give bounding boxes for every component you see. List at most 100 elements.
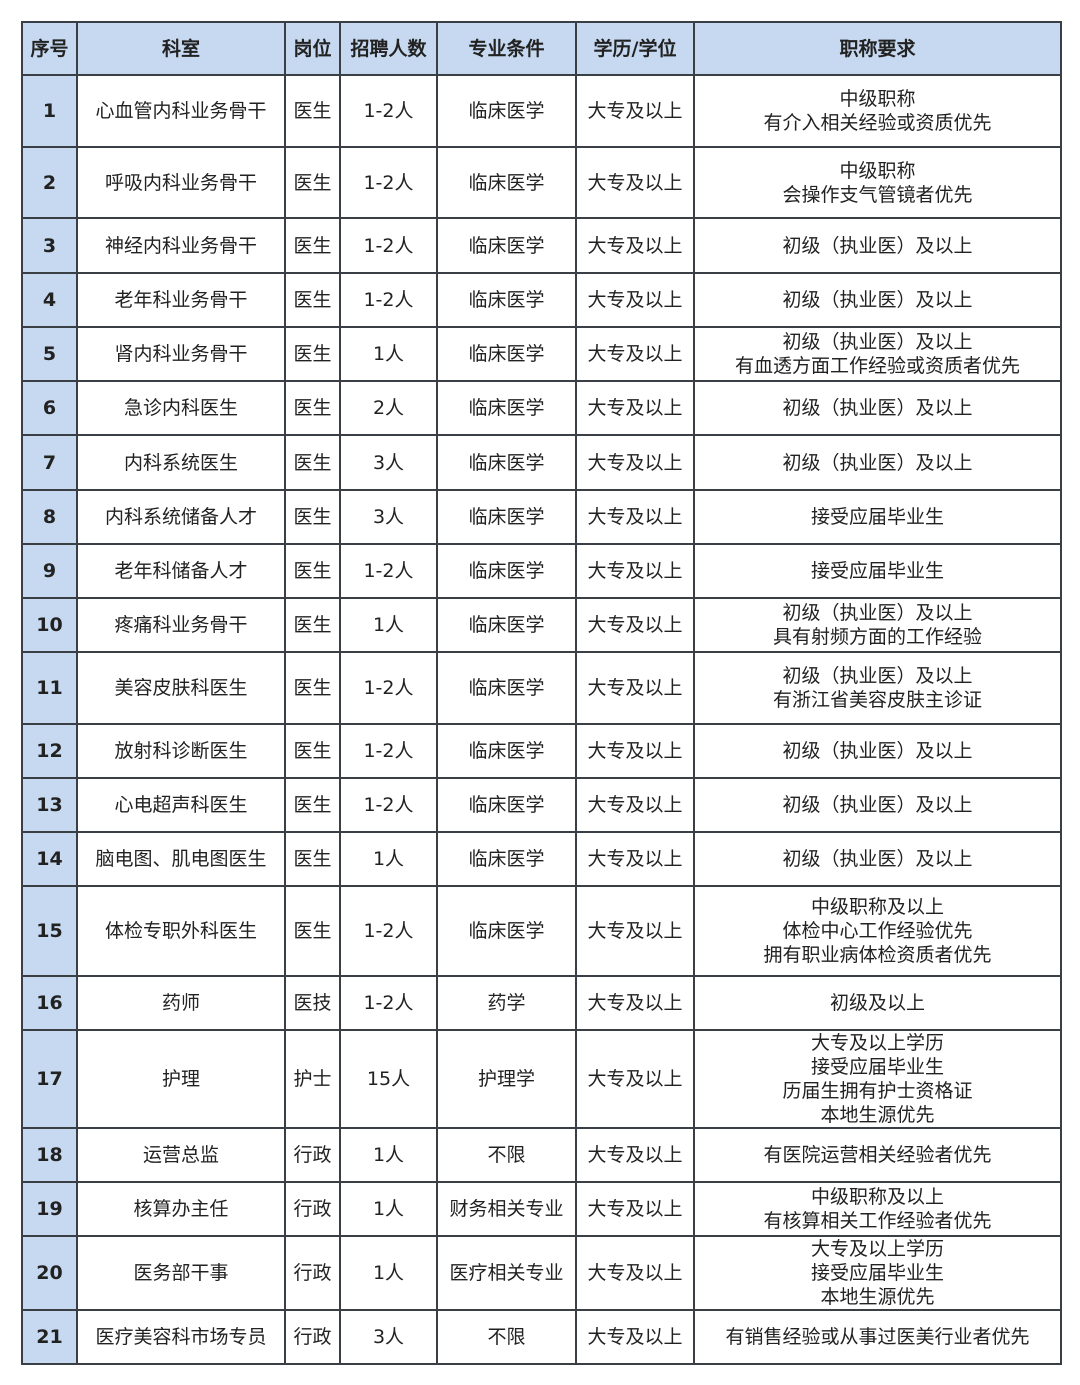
education-cell: 大专及以上 — [575, 651, 695, 725]
count-cell: 1人 — [339, 831, 438, 887]
index-cell: 2 — [21, 146, 78, 219]
post-cell: 行政 — [284, 1235, 341, 1311]
department-cell: 老年科业务骨干 — [76, 272, 286, 328]
major-cell: 临床医学 — [436, 272, 577, 328]
table-row: 5 肾内科业务骨干 医生 1人 临床医学 大专及以上 初级（执业医）及以上 有血透方面工作经… — [21, 326, 1062, 382]
major-cell: 临床医学 — [436, 146, 577, 219]
department-cell: 核算办主任 — [76, 1181, 286, 1237]
index-cell: 3 — [21, 217, 78, 274]
requirement-cell: 接受应届毕业生 — [693, 543, 1062, 599]
index-cell: 15 — [21, 885, 78, 977]
header-index: 序号 — [21, 21, 78, 76]
index-cell: 20 — [21, 1235, 78, 1311]
major-cell: 医疗相关专业 — [436, 1235, 577, 1311]
major-cell: 临床医学 — [436, 326, 577, 382]
major-cell: 财务相关专业 — [436, 1181, 577, 1237]
count-cell: 3人 — [339, 434, 438, 491]
table-row: 11 美容皮肤科医生 医生 1-2人 临床医学 大专及以上 初级（执业医）及以上 有浙江省美… — [21, 651, 1062, 725]
index-cell: 10 — [21, 597, 78, 653]
education-cell: 大专及以上 — [575, 777, 695, 833]
department-cell: 呼吸内科业务骨干 — [76, 146, 286, 219]
requirement-cell: 初级（执业医）及以上 — [693, 217, 1062, 274]
index-cell: 13 — [21, 777, 78, 833]
header-education: 学历/学位 — [575, 21, 695, 76]
recruitment-table: 序号 科室 岗位 招聘人数 专业条件 学历/学位 职称要求 1 心血管内科业务骨干… — [21, 21, 1062, 1365]
count-cell: 1-2人 — [339, 885, 438, 977]
table-row: 10 疼痛科业务骨干 医生 1人 临床医学 大专及以上 初级（执业医）及以上 具有射频方面的… — [21, 597, 1062, 653]
index-cell: 4 — [21, 272, 78, 328]
table-row: 14 脑电图、肌电图医生 医生 1人 临床医学 大专及以上 初级（执业医）及以上 — [21, 831, 1062, 887]
post-cell: 行政 — [284, 1181, 341, 1237]
education-cell: 大专及以上 — [575, 434, 695, 491]
post-cell: 医生 — [284, 831, 341, 887]
education-cell: 大专及以上 — [575, 975, 695, 1031]
count-cell: 15人 — [339, 1029, 438, 1129]
major-cell: 临床医学 — [436, 217, 577, 274]
table-row: 2 呼吸内科业务骨干 医生 1-2人 临床医学 大专及以上 中级职称 会操作支气管镜者优先 — [21, 146, 1062, 219]
index-cell: 1 — [21, 74, 78, 148]
education-cell: 大专及以上 — [575, 1127, 695, 1183]
count-cell: 1-2人 — [339, 975, 438, 1031]
department-cell: 美容皮肤科医生 — [76, 651, 286, 725]
header-major: 专业条件 — [436, 21, 577, 76]
education-cell: 大专及以上 — [575, 74, 695, 148]
major-cell: 临床医学 — [436, 434, 577, 491]
major-cell: 临床医学 — [436, 489, 577, 545]
education-cell: 大专及以上 — [575, 885, 695, 977]
major-cell: 护理学 — [436, 1029, 577, 1129]
education-cell: 大专及以上 — [575, 543, 695, 599]
major-cell: 临床医学 — [436, 74, 577, 148]
index-cell: 14 — [21, 831, 78, 887]
requirement-cell: 初级（执业医）及以上 — [693, 272, 1062, 328]
count-cell: 1-2人 — [339, 217, 438, 274]
index-cell: 8 — [21, 489, 78, 545]
count-cell: 1-2人 — [339, 651, 438, 725]
index-cell: 7 — [21, 434, 78, 491]
post-cell: 护士 — [284, 1029, 341, 1129]
department-cell: 运营总监 — [76, 1127, 286, 1183]
major-cell: 临床医学 — [436, 831, 577, 887]
requirement-cell: 初级（执业医）及以上 — [693, 777, 1062, 833]
department-cell: 脑电图、肌电图医生 — [76, 831, 286, 887]
education-cell: 大专及以上 — [575, 597, 695, 653]
post-cell: 医生 — [284, 434, 341, 491]
count-cell: 1-2人 — [339, 146, 438, 219]
department-cell: 放射科诊断医生 — [76, 723, 286, 779]
index-cell: 9 — [21, 543, 78, 599]
requirement-cell: 初级（执业医）及以上 — [693, 831, 1062, 887]
post-cell: 医生 — [284, 597, 341, 653]
education-cell: 大专及以上 — [575, 217, 695, 274]
major-cell: 不限 — [436, 1127, 577, 1183]
post-cell: 行政 — [284, 1127, 341, 1183]
major-cell: 临床医学 — [436, 651, 577, 725]
requirement-cell: 中级职称及以上 有核算相关工作经验者优先 — [693, 1181, 1062, 1237]
table-row: 15 体检专职外科医生 医生 1-2人 临床医学 大专及以上 中级职称及以上 体检中心工作经… — [21, 885, 1062, 977]
education-cell: 大专及以上 — [575, 380, 695, 436]
header-count: 招聘人数 — [339, 21, 438, 76]
requirement-cell: 初级（执业医）及以上 具有射频方面的工作经验 — [693, 597, 1062, 653]
index-cell: 16 — [21, 975, 78, 1031]
major-cell: 不限 — [436, 1309, 577, 1365]
major-cell: 临床医学 — [436, 543, 577, 599]
index-cell: 17 — [21, 1029, 78, 1129]
table-row: 13 心电超声科医生 医生 1-2人 临床医学 大专及以上 初级（执业医）及以上 — [21, 777, 1062, 833]
department-cell: 心电超声科医生 — [76, 777, 286, 833]
header-department: 科室 — [76, 21, 286, 76]
table-row: 12 放射科诊断医生 医生 1-2人 临床医学 大专及以上 初级（执业医）及以上 — [21, 723, 1062, 779]
table-row: 9 老年科储备人才 医生 1-2人 临床医学 大专及以上 接受应届毕业生 — [21, 543, 1062, 599]
department-cell: 内科系统医生 — [76, 434, 286, 491]
education-cell: 大专及以上 — [575, 326, 695, 382]
index-cell: 21 — [21, 1309, 78, 1365]
major-cell: 临床医学 — [436, 723, 577, 779]
requirement-cell: 初级（执业医）及以上 有浙江省美容皮肤主诊证 — [693, 651, 1062, 725]
education-cell: 大专及以上 — [575, 272, 695, 328]
requirement-cell: 初级（执业医）及以上 — [693, 434, 1062, 491]
department-cell: 药师 — [76, 975, 286, 1031]
department-cell: 心血管内科业务骨干 — [76, 74, 286, 148]
count-cell: 1人 — [339, 1127, 438, 1183]
table-row: 18 运营总监 行政 1人 不限 大专及以上 有医院运营相关经验者优先 — [21, 1127, 1062, 1183]
table-row: 1 心血管内科业务骨干 医生 1-2人 临床医学 大专及以上 中级职称 有介入相关经验或资质… — [21, 74, 1062, 148]
table-row: 17 护理 护士 15人 护理学 大专及以上 大专及以上学历 接受应届毕业生 历届生拥有护士… — [21, 1029, 1062, 1129]
requirement-cell: 有医院运营相关经验者优先 — [693, 1127, 1062, 1183]
requirement-cell: 中级职称及以上 体检中心工作经验优先 拥有职业病体检资质者优先 — [693, 885, 1062, 977]
